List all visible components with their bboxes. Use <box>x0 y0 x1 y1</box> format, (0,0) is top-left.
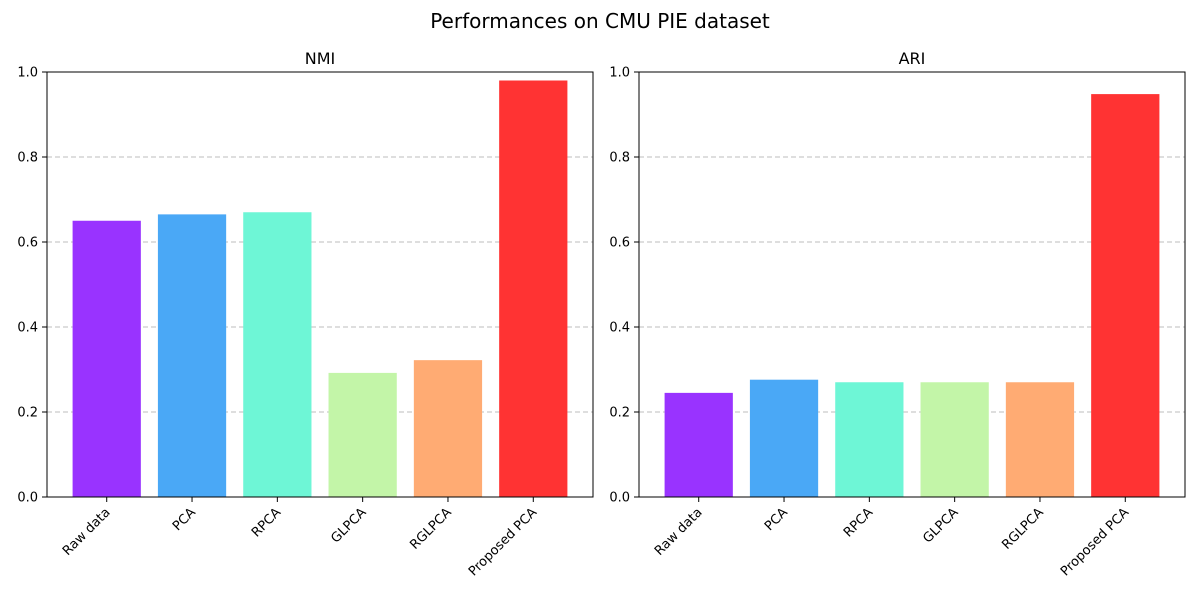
ari-panel: Raw data PCA RPCA GLPCA RGLPCA Proposed PCA 0.… <box>609 49 1186 579</box>
nmi-y-tick-label: 0.0 <box>17 491 38 506</box>
ari-axes-frame <box>638 71 1186 498</box>
ari-bar-raw-data <box>664 392 733 497</box>
nmi-x-tick-label: GLPCA <box>328 505 369 546</box>
ari-panel-title: ARI <box>899 49 926 68</box>
ari-x-tick-label: RGLPCA <box>999 505 1047 553</box>
nmi-y-tick-label: 0.8 <box>17 151 38 166</box>
nmi-bar-rpca <box>243 212 312 497</box>
nmi-panel-title: NMI <box>305 49 336 68</box>
nmi-y-tick-label: 0.4 <box>17 321 38 336</box>
ari-x-tick-label: Proposed PCA <box>1058 505 1132 579</box>
ari-y-tick-label: 0.4 <box>609 321 630 336</box>
nmi-bar-glpca <box>328 372 397 497</box>
ari-bar-proposed-pca <box>1091 94 1160 497</box>
ari-bar-rpca <box>835 382 904 497</box>
ari-y-tick-label: 1.0 <box>609 66 630 81</box>
figure-title: Performances on CMU PIE dataset <box>430 9 770 33</box>
nmi-x-tick-label: RPCA <box>249 505 284 540</box>
ari-y-tick-label: 0.2 <box>609 406 630 421</box>
ari-bar-pca <box>749 379 819 497</box>
ari-y-tick-label: 0.8 <box>609 151 630 166</box>
ari-x-tick-label: PCA <box>762 505 791 534</box>
nmi-bar-raw-data <box>72 220 141 497</box>
ari-bar-rglpca <box>1005 382 1075 497</box>
nmi-y-tick-label: 0.6 <box>17 236 38 251</box>
ari-y-tick-label: 0.6 <box>609 236 630 251</box>
nmi-x-tick-label: RGLPCA <box>407 505 455 553</box>
nmi-panel: Raw data PCA RPCA GLPCA RGLPCA Proposed PCA 0.… <box>17 49 594 579</box>
nmi-axes-frame <box>46 71 594 498</box>
nmi-x-tick-label: Raw data <box>60 505 114 559</box>
nmi-y-tick-label: 1.0 <box>17 66 38 81</box>
ari-y-tick-label: 0.0 <box>609 491 630 506</box>
ari-bar-glpca <box>920 382 989 497</box>
nmi-bar-pca <box>157 214 227 497</box>
nmi-y-tick-label: 0.2 <box>17 406 38 421</box>
nmi-x-tick-label: PCA <box>170 505 199 534</box>
ari-x-tick-label: Raw data <box>652 505 706 559</box>
ari-x-tick-label: RPCA <box>841 505 876 540</box>
nmi-bar-rglpca <box>413 360 483 497</box>
ari-x-tick-label: GLPCA <box>920 505 961 546</box>
nmi-bar-proposed-pca <box>499 80 568 497</box>
nmi-x-tick-label: Proposed PCA <box>466 505 540 579</box>
